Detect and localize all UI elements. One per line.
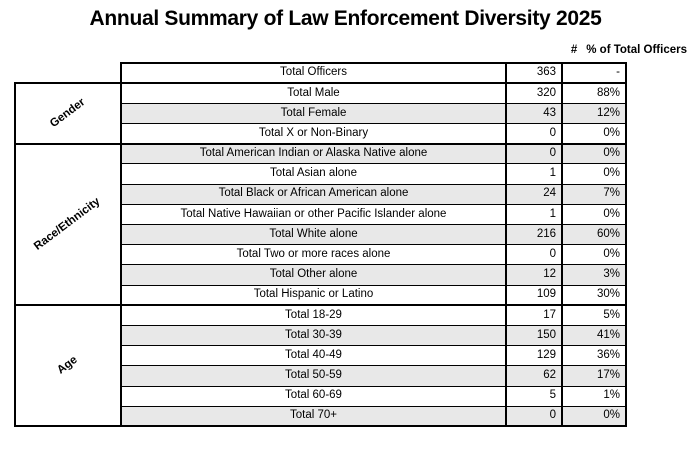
category-cell-age: Age xyxy=(14,304,122,428)
row-count-cell: 216 xyxy=(505,223,563,246)
row-percent-cell: 12% xyxy=(561,102,627,125)
row-label-cell: Total Other alone xyxy=(120,264,507,286)
table-row: Total Other alone 12 3% xyxy=(15,264,627,286)
row-percent-cell: 0% xyxy=(561,244,627,266)
percent-column-header: % of Total Officers xyxy=(586,44,687,56)
row-percent-cell: 36% xyxy=(561,345,627,367)
row-count-cell: 0 xyxy=(505,123,563,145)
row-count-cell: 62 xyxy=(505,365,563,387)
row-count-cell: 109 xyxy=(505,284,563,306)
row-count-cell: 43 xyxy=(505,102,563,125)
row-label-cell: Total X or Non-Binary xyxy=(120,123,507,145)
table-row: Age Total 18-29 17 5% xyxy=(14,304,627,428)
row-label-cell: Total Black or African American alone xyxy=(120,183,507,205)
row-count-cell: 320 xyxy=(505,82,563,104)
table-row: Total 30-39 150 41% xyxy=(15,324,627,347)
row-percent-cell: 41% xyxy=(561,324,627,347)
column-headers: # % of Total Officers xyxy=(571,44,687,56)
table-row: Total Native Hawaiian or other Pacific I… xyxy=(15,203,627,226)
row-label-cell: Total 18-29 xyxy=(120,304,507,326)
row-count-cell: 5 xyxy=(505,385,563,407)
table-row: Total Officers 363- xyxy=(15,61,627,84)
row-label-cell: Total 50-59 xyxy=(120,365,507,387)
row-percent-cell: 0% xyxy=(561,405,627,428)
row-percent-cell: 0% xyxy=(561,163,627,185)
row-label-cell: Total Native Hawaiian or other Pacific I… xyxy=(120,203,507,226)
page-title: Annual Summary of Law Enforcement Divers… xyxy=(89,7,602,30)
row-label-cell: Total White alone xyxy=(120,223,507,246)
diversity-table: Total Officers 363- Gender Total Male 320 88%… xyxy=(14,61,627,428)
table-row: Total Black or African American alone 24 7… xyxy=(15,183,627,205)
category-cell-race-ethnicity: Race/Ethnicity xyxy=(14,142,122,307)
row-label-cell: Total 30-39 xyxy=(120,324,507,347)
row-label-cell: Total Officers xyxy=(120,61,507,84)
row-label-cell: Total 70+ xyxy=(120,405,507,428)
row-count-cell: 17 xyxy=(505,304,563,326)
count-column-header: # xyxy=(570,44,578,56)
row-count-cell: 24 xyxy=(505,183,563,205)
category-label-gender: Gender xyxy=(47,95,88,130)
row-count-cell: 1 xyxy=(505,163,563,185)
category-cell-gender: Gender xyxy=(14,82,122,145)
table-row: Total 70+ 0 0% xyxy=(15,405,627,428)
table-row: Total White alone 216 60% xyxy=(15,223,627,246)
row-percent-cell: 88% xyxy=(561,82,627,104)
category-spacer-cell xyxy=(15,63,121,83)
row-percent-cell: - xyxy=(561,61,627,84)
table-row: Gender Total Male 320 88% xyxy=(14,82,627,145)
table-row: Race/Ethnicity Total American Indian or A… xyxy=(14,142,627,307)
row-label-cell: Total Female xyxy=(120,102,507,125)
row-label-cell: Total American Indian or Alaska Native a… xyxy=(120,142,507,165)
category-label-age: Age xyxy=(55,353,80,377)
row-count-cell: 0 xyxy=(505,244,563,266)
category-label-race-ethnicity: Race/Ethnicity xyxy=(32,195,103,253)
row-count-cell: 363 xyxy=(505,61,563,84)
row-label-cell: Total 40-49 xyxy=(120,345,507,367)
row-count-cell: 0 xyxy=(505,405,563,428)
row-percent-cell: 0% xyxy=(561,142,627,165)
row-label-cell: Total Asian alone xyxy=(120,163,507,185)
table-row: Total Two or more races alone 0 0% xyxy=(15,244,627,266)
row-count-cell: 12 xyxy=(505,264,563,286)
row-count-cell: 0 xyxy=(505,142,563,165)
row-percent-cell: 0% xyxy=(561,123,627,145)
table-row: Total Asian alone 1 0% xyxy=(15,163,627,185)
row-label-cell: Total 60-69 xyxy=(120,385,507,407)
row-count-cell: 1 xyxy=(505,203,563,226)
row-label-cell: Total Male xyxy=(120,82,507,104)
row-count-cell: 150 xyxy=(505,324,563,347)
table-row: Total 60-69 5 1% xyxy=(15,385,627,407)
row-percent-cell: 5% xyxy=(561,304,627,326)
row-percent-cell: 30% xyxy=(561,284,627,306)
diversity-table-body: Total Officers 363- Gender Total Male 320 88%… xyxy=(14,61,627,428)
row-label-cell: Total Hispanic or Latino xyxy=(120,284,507,306)
row-percent-cell: 0% xyxy=(561,203,627,226)
row-percent-cell: 17% xyxy=(561,365,627,387)
row-percent-cell: 7% xyxy=(561,183,627,205)
row-percent-cell: 3% xyxy=(561,264,627,286)
row-percent-cell: 1% xyxy=(561,385,627,407)
row-percent-cell: 60% xyxy=(561,223,627,246)
row-label-cell: Total Two or more races alone xyxy=(120,244,507,266)
row-count-cell: 129 xyxy=(505,345,563,367)
